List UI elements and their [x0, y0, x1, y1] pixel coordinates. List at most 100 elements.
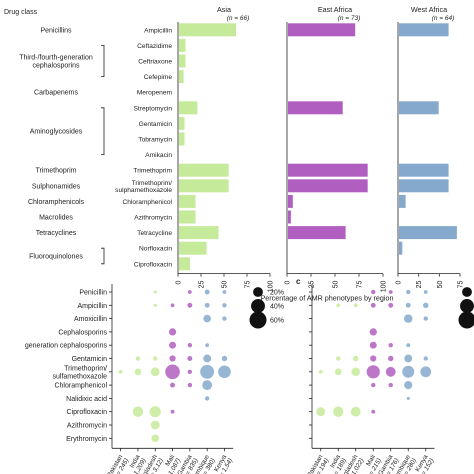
legend-dot [251, 299, 265, 313]
bar [399, 226, 457, 240]
bar [288, 194, 293, 208]
antibiotic-label: Tetracycline [137, 230, 172, 237]
dot-mark [204, 289, 210, 295]
dot-mark [135, 356, 141, 361]
antibiotic-label: Gentamicin [139, 121, 173, 128]
region-title: Asia [217, 5, 231, 14]
bar [288, 23, 356, 37]
dot-mark [404, 380, 413, 390]
x-tick-label: 0 [176, 281, 183, 285]
dot-mark [388, 290, 393, 294]
antibiotic-label: Ciprofloxacin [134, 261, 172, 268]
dot-mark [406, 289, 411, 295]
x-axis-title: Percentage of AMR phenotypes by region [260, 294, 393, 303]
class-bracket [101, 107, 105, 155]
dot-mark [187, 369, 193, 374]
dot-mark [150, 367, 160, 377]
dot-mark [153, 290, 157, 294]
antibiotic-label: Trimethoprim [133, 168, 172, 175]
bar [179, 23, 237, 37]
dot-mark [134, 368, 142, 376]
dot-mark [187, 382, 193, 388]
dot-row-label: Cephalosporins [58, 329, 107, 336]
dot-row-label: Erythromycin [66, 436, 107, 443]
x-tick-label: 25 [199, 281, 206, 289]
dot-row-label: Amoxicillin [74, 316, 107, 323]
antibiotic-label: Cefepime [144, 74, 173, 81]
dot-row-label: Ampicillin [77, 303, 107, 310]
dot-mark [388, 343, 393, 348]
dot-column-label: Pakistan(n = 194) [306, 453, 331, 474]
dot-mark [370, 302, 376, 308]
drug-class-label: Third-/fourth-generation cephalosporins [19, 55, 93, 70]
country-dot-panel-left: Penicillin Ampicillin Amoxicillin Cephalosp… [25, 284, 284, 474]
bar [288, 163, 368, 177]
x-tick-label: 100 [381, 281, 388, 293]
region-n: (n = 66) [227, 15, 250, 22]
legend-dot [462, 287, 472, 297]
dot-mark [406, 343, 411, 348]
dot-mark [353, 355, 359, 362]
antibiotic-label: Chloramphenicol [123, 199, 173, 206]
x-tick-label: 25 [416, 281, 423, 289]
antibiotic-label: Tobramycin [138, 137, 172, 144]
dot-mark [151, 434, 160, 443]
dot-mark [353, 303, 358, 308]
legend-dot [253, 287, 263, 297]
bar [179, 194, 196, 208]
antibiotic-label: Ampicillin [144, 27, 172, 34]
dot-row-label: Ciprofloxacin [67, 409, 108, 416]
dot-mark [388, 355, 394, 362]
dot-mark [205, 343, 210, 348]
antibiotic-label: Trimethoprim/sulphamethoxazole [115, 180, 172, 194]
dot-mark [370, 355, 377, 362]
dot-row-label: Azithromycin [67, 423, 107, 430]
antibiotic-label: Norfloxacin [139, 246, 172, 253]
dot-mark [388, 302, 394, 308]
dot-mark [334, 368, 342, 376]
dot-mark [333, 406, 344, 417]
antibiotic-label: Ceftazidime [137, 43, 172, 50]
bar [399, 194, 406, 208]
antibiotic-label: Amikacin [145, 152, 172, 159]
x-tick-label: 75 [245, 281, 252, 289]
dot-mark [168, 328, 177, 336]
dot-row-label: Nalidixic acid [66, 396, 107, 403]
panel-letter: c [296, 277, 301, 286]
dot-mark [336, 356, 341, 361]
dot-mark [404, 354, 413, 363]
x-tick-label: 50 [437, 281, 444, 289]
dot-mark [406, 396, 410, 400]
bar [179, 116, 185, 130]
x-tick-label: 50 [333, 281, 340, 289]
drug-class-label: Aminoglycosides [30, 129, 83, 136]
dot-mark [153, 356, 158, 361]
region-n: (n = 73) [338, 15, 361, 22]
dot-mark [369, 341, 377, 349]
drug-class-label: Penicillins [40, 27, 72, 34]
dot-mark [405, 302, 411, 308]
bar [399, 163, 449, 177]
bar [399, 23, 449, 37]
antibiotic-label: Streptomycin [134, 105, 173, 112]
dot-mark [369, 328, 377, 336]
legend-dot [249, 311, 267, 329]
dot-mark [165, 364, 180, 380]
bar [179, 38, 186, 52]
dot-mark [402, 365, 415, 378]
x-tick-label: 50 [222, 281, 229, 289]
dot-mark [371, 382, 376, 388]
x-tick-label: 75 [458, 281, 465, 289]
dot-row-label: Penicillin [79, 290, 107, 297]
legend-label: 60% [270, 318, 284, 325]
region-n: (n = 64) [432, 15, 455, 22]
drug-class-label: Tetracyclines [36, 230, 77, 237]
dot-mark [187, 290, 192, 294]
dot-mark [132, 406, 144, 417]
bar [179, 101, 198, 115]
dot-mark [423, 356, 428, 361]
drug-class-label: Carbapenems [34, 90, 78, 97]
dot-mark [423, 316, 428, 321]
